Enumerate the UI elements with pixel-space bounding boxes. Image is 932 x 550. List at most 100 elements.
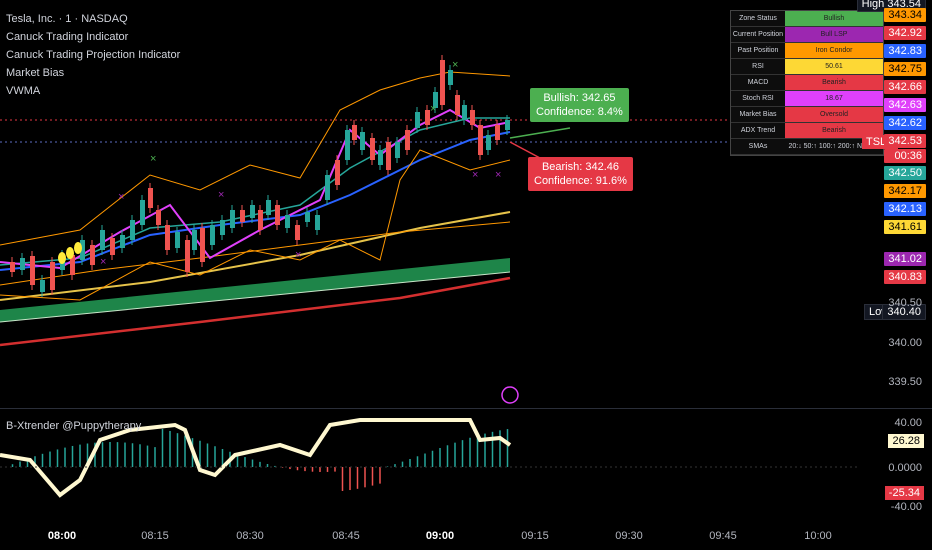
status-value: 50.61 [785, 59, 883, 74]
candle-body [120, 235, 125, 248]
low-value-tag: 340.40 [882, 304, 926, 320]
status-row: Past Position Iron Condor [731, 43, 883, 59]
price-tag: 342.53 [884, 134, 926, 148]
symbol-title[interactable]: Tesla, Inc. · 1 · NASDAQ [6, 13, 128, 25]
candle-body [140, 200, 145, 225]
candle-body [335, 160, 340, 185]
ma-purple [0, 108, 511, 270]
candle-body [478, 125, 483, 155]
candle-body [90, 245, 95, 265]
candle-body [305, 212, 310, 222]
candle-body [148, 188, 153, 208]
candle-body [345, 130, 350, 160]
price-tag: 342.50 [884, 166, 926, 180]
time-label: 09:30 [615, 530, 643, 542]
indicator-canuck[interactable]: Canuck Trading Indicator [6, 31, 129, 43]
candle-body [505, 120, 510, 130]
candle-body [352, 125, 357, 140]
status-row: Zone Status Bullish [731, 11, 883, 27]
candle-body [360, 132, 365, 150]
price-tag: 343.34 [884, 8, 926, 22]
candle-body [266, 200, 271, 215]
x-marker: × [100, 256, 106, 268]
indicator-market-bias[interactable]: Market Bias [6, 67, 65, 79]
axis-label-340-50: 340.50 [888, 297, 922, 309]
price-tag: 342.17 [884, 184, 926, 198]
axis-label-339-50: 339.50 [888, 376, 922, 388]
x-marker: × [150, 153, 156, 165]
status-value: 20:↓ 50:↑ 100:↑ 200:↑ Neutral [785, 139, 883, 154]
status-key: Market Bias [739, 111, 777, 118]
candle-body [110, 238, 115, 255]
ma-red [0, 276, 511, 347]
indicator-vwma[interactable]: VWMA [6, 85, 41, 97]
candle-body [50, 262, 55, 290]
candle-body [250, 205, 255, 218]
candle-body [433, 92, 438, 108]
x-marker: × [472, 169, 478, 181]
price-tag: 341.02 [884, 252, 926, 266]
candle-body [470, 110, 475, 125]
pane-separator[interactable] [0, 408, 932, 409]
status-value: 18.67 [785, 91, 883, 106]
x-marker: × [452, 59, 458, 71]
time-label: 09:45 [709, 530, 737, 542]
ma-yellow [0, 211, 511, 301]
status-key: ADX Trend [740, 127, 776, 134]
status-row: Market Bias Oversold [731, 107, 883, 123]
bullish-projection-callout: Bullish: 342.65 Confidence: 8.4% [530, 88, 629, 122]
price-tag: 00:36 [884, 149, 926, 163]
bullish-confidence: Confidence: 8.4% [536, 106, 623, 118]
price-tag: 341.61 [884, 220, 926, 234]
status-value: Bearish [785, 123, 883, 138]
ma-blue [0, 131, 511, 271]
candle-body [175, 232, 180, 248]
x-marker: × [430, 103, 436, 115]
time-label: 08:00 [47, 530, 77, 542]
green-band [0, 258, 510, 322]
candle-body [192, 230, 197, 250]
oscillator-title[interactable]: B-Xtrender @Puppytherapy [6, 420, 142, 432]
candle-body [40, 280, 45, 292]
price-tag: 342.92 [884, 26, 926, 40]
candle-body [370, 138, 375, 160]
candle-body [455, 95, 460, 115]
status-table: Zone Status Bullish Current Position Bull L… [730, 10, 884, 156]
price-tag: 342.75 [884, 62, 926, 76]
time-label: 09:00 [425, 530, 455, 542]
status-row: Current Position Bull LSP [731, 27, 883, 43]
candle-body [10, 262, 15, 272]
candle-body [315, 215, 320, 230]
time-label: 08:15 [141, 530, 169, 542]
status-row: SMAs 20:↓ 50:↑ 100:↑ 200:↑ Neutral [731, 139, 883, 155]
candle-body [448, 70, 453, 85]
status-value: Bull LSP [785, 27, 883, 42]
price-tag: 342.13 [884, 202, 926, 216]
band-edge [0, 271, 511, 323]
candle-body [462, 105, 467, 120]
indicator-canuck-projection[interactable]: Canuck Trading Projection Indicator [6, 49, 181, 61]
status-key: Current Position [732, 31, 784, 38]
status-value: Oversold [785, 107, 883, 122]
x-marker: × [118, 191, 124, 203]
candle-body [165, 225, 170, 250]
candle-body [378, 150, 383, 165]
candle-body [156, 210, 161, 225]
bearish-projection-callout: Bearish: 342.46 Confidence: 91.6% [528, 157, 633, 191]
candle-body [405, 130, 410, 150]
status-value: Iron Condor [785, 43, 883, 58]
candle-body [440, 60, 445, 105]
signal-dot [74, 242, 82, 254]
band-lower [0, 149, 511, 301]
x-marker: × [218, 189, 224, 201]
candle-body [425, 110, 430, 125]
status-row: MACD Bearish [731, 75, 883, 91]
bear-projection-line [509, 141, 541, 159]
candle-body [80, 240, 85, 260]
price-tag: 342.63 [884, 98, 926, 112]
osc-neg-tag: -25.34 [884, 486, 924, 500]
bearish-confidence: Confidence: 91.6% [534, 175, 627, 187]
status-value: Bearish [785, 75, 883, 90]
